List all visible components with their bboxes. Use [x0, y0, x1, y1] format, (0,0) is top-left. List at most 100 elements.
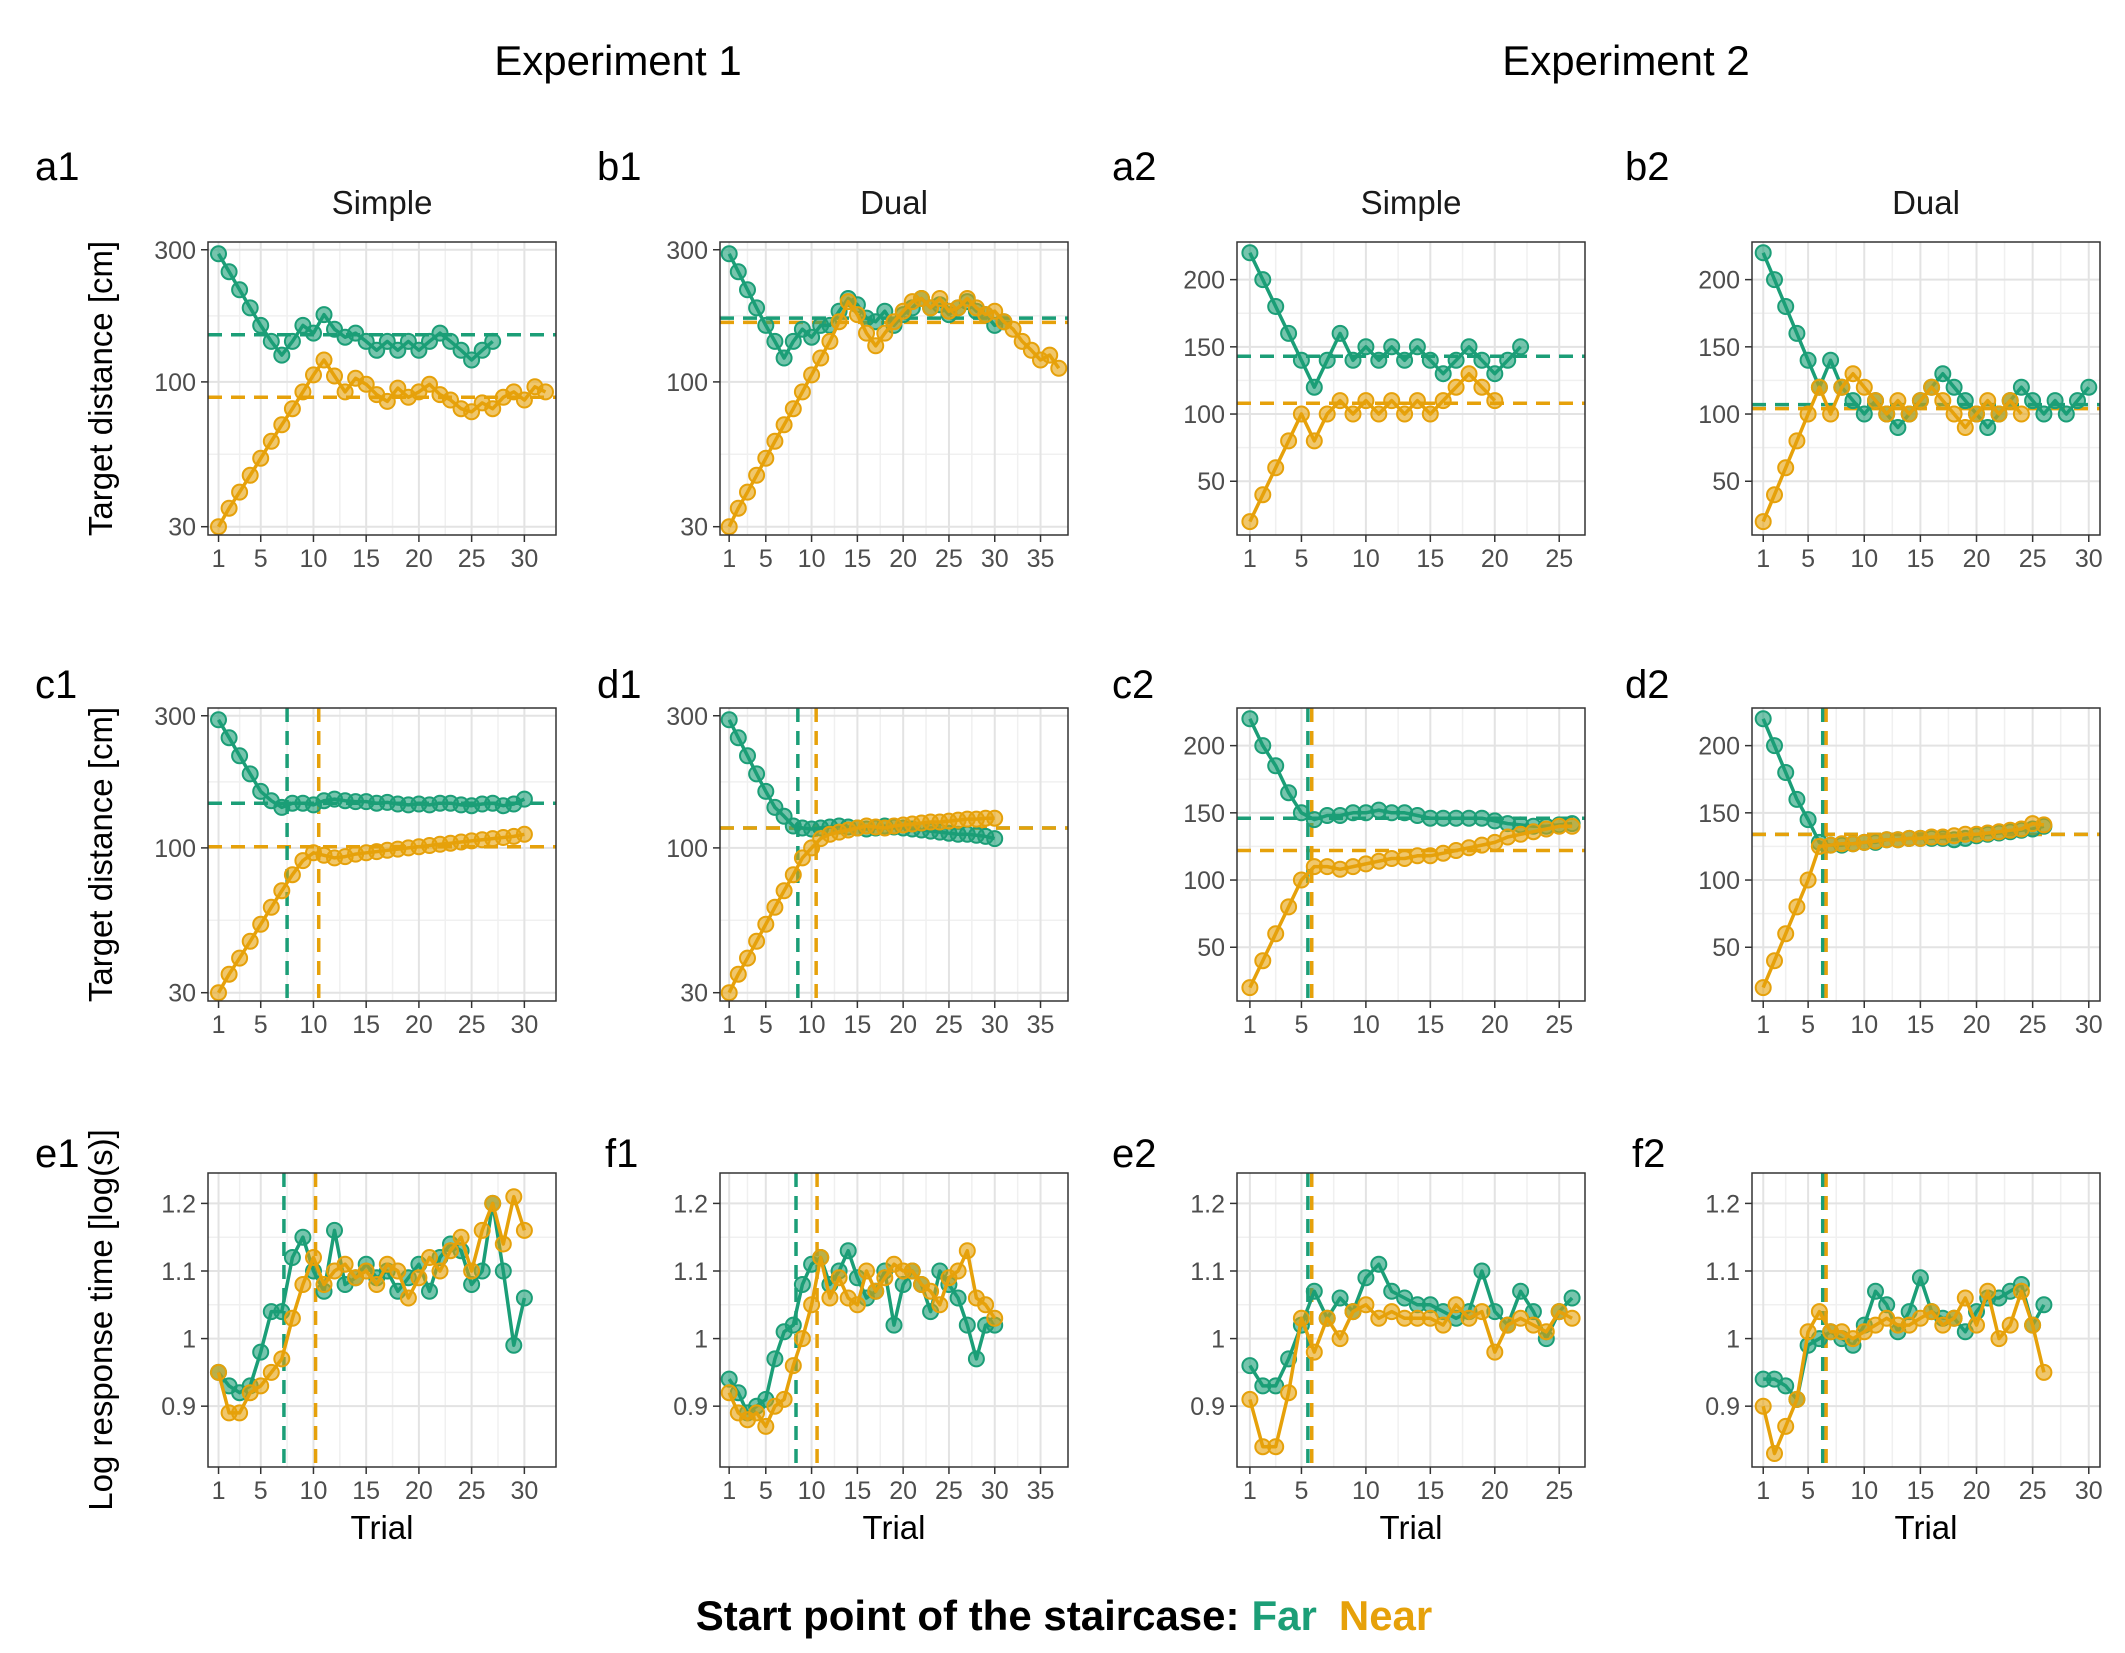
y-axis-title: Target distance [cm] [82, 241, 119, 536]
data-point-near [1777, 459, 1795, 477]
data-point-near [803, 1296, 821, 1314]
y-tick-label: 50 [1712, 934, 1740, 962]
x-tick-label: 30 [2075, 545, 2103, 573]
x-tick-label: 35 [1027, 1011, 1055, 1039]
data-point-near [958, 1242, 976, 1260]
data-point-far [1799, 351, 1817, 369]
data-point-far [1254, 271, 1272, 289]
data-point-far [1383, 1282, 1401, 1300]
data-point-near [986, 809, 1004, 827]
y-tick-label: 200 [1183, 267, 1225, 295]
data-point-far [784, 1316, 802, 1334]
data-point-near [1292, 871, 1310, 889]
plot-area [720, 242, 1068, 535]
y-tick-label: 100 [1183, 867, 1225, 895]
x-tick-label: 15 [1416, 1477, 1444, 1505]
y-tick-label: 100 [1698, 401, 1740, 429]
data-point-far [2035, 1296, 2053, 1314]
data-point-far [1473, 1262, 1491, 1280]
data-point-near [1344, 405, 1362, 423]
data-point-near [1421, 1309, 1439, 1327]
panel-label: a1 [35, 145, 80, 189]
data-point-near [283, 866, 301, 884]
y-tick-label: 1.2 [161, 1190, 196, 1218]
data-point-near [1357, 1296, 1375, 1314]
panel-label: f2 [1632, 1132, 1665, 1176]
data-point-far [967, 1350, 985, 1368]
x-tick-label: 5 [1801, 1477, 1815, 1505]
data-point-near [273, 882, 291, 900]
x-tick-label: 15 [843, 1011, 871, 1039]
data-point-far [1421, 351, 1439, 369]
data-point-far [442, 332, 459, 350]
data-point-near [867, 337, 885, 355]
data-point-near [720, 984, 738, 1002]
x-tick-label: 25 [1545, 545, 1573, 573]
panel-border [207, 241, 557, 536]
x-tick-label: 1 [722, 1011, 736, 1039]
x-tick-label: 1 [212, 1011, 226, 1039]
data-point-near [1990, 1330, 2008, 1348]
plot-area [720, 708, 1068, 1001]
data-point-far [1305, 378, 1323, 396]
x-tick-label: 5 [254, 1011, 268, 1039]
strip-title: Dual [1892, 184, 1960, 221]
data-point-near [1004, 320, 1022, 338]
data-point-far [1241, 244, 1259, 262]
data-point-far [220, 263, 238, 281]
data-point-near [739, 483, 756, 501]
data-point-near [505, 1188, 523, 1206]
data-point-near [241, 932, 259, 950]
panel-label: f1 [605, 1132, 638, 1176]
panel-label: a2 [1112, 145, 1157, 189]
data-point-far [484, 332, 502, 350]
data-point-far [2012, 378, 2030, 396]
x-tick-label: 15 [1906, 1477, 1934, 1505]
x-tick-label: 20 [1481, 545, 1509, 573]
data-point-far [1318, 351, 1336, 369]
data-point-near [410, 1269, 428, 1287]
x-tick-label: 25 [935, 1477, 963, 1505]
data-point-near [1383, 1303, 1401, 1321]
data-point-near [210, 984, 227, 1002]
data-point-near [241, 466, 259, 484]
data-point-near [931, 290, 949, 307]
data-point-near [748, 466, 766, 484]
x-tick-label: 1 [1243, 1477, 1257, 1505]
y-tick-label: 300 [154, 237, 196, 265]
y-tick-label: 300 [154, 703, 196, 731]
data-point-near [484, 400, 502, 418]
data-point-far [1788, 324, 1806, 342]
data-point-near [1267, 459, 1285, 477]
data-point-near [2001, 1316, 2019, 1334]
data-point-near [830, 1269, 848, 1287]
x-tick-label: 30 [981, 1477, 1009, 1505]
header-experiment-2: Experiment 2 [1502, 37, 1749, 84]
data-point-near [1408, 392, 1426, 410]
data-point-near [463, 1262, 481, 1280]
x-tick-label: 1 [1243, 1011, 1257, 1039]
data-point-near [305, 1249, 322, 1266]
data-point-near [1766, 952, 1783, 970]
data-point-far [803, 328, 821, 346]
data-point-far [2069, 392, 2086, 410]
y-tick-label: 100 [666, 835, 708, 863]
data-point-near [1956, 419, 1974, 436]
data-point-far [1460, 338, 1478, 356]
data-point-near [389, 1262, 407, 1280]
data-point-near [1754, 979, 1772, 997]
x-tick-label: 20 [405, 1477, 433, 1505]
data-point-near [885, 313, 903, 331]
data-point-near [1460, 1309, 1478, 1327]
legend: Start point of the staircase: Far Near [696, 1592, 1433, 1639]
data-point-far [1777, 298, 1795, 315]
data-point-near [1844, 365, 1862, 383]
data-point-near [1810, 378, 1828, 396]
y-tick-label: 1.1 [1190, 1258, 1225, 1286]
data-point-near [922, 1282, 940, 1300]
data-point-far [1292, 804, 1310, 822]
data-point-far [1280, 324, 1298, 342]
data-point-near [262, 432, 280, 450]
